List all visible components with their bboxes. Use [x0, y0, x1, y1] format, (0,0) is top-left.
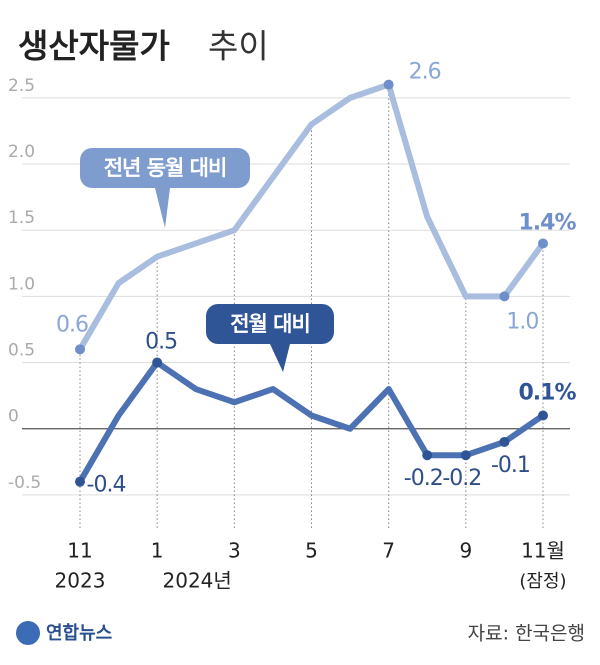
logo: 연합뉴스 [16, 621, 112, 645]
y-tick-label: 2.5 [8, 76, 35, 96]
legend-bubble [80, 148, 250, 188]
data-label: -0.2 [442, 466, 481, 491]
y-tick-label: -0.5 [8, 473, 41, 493]
legend-pointer [155, 188, 170, 228]
data-label: -0.1 [491, 453, 530, 478]
x-tick-label: 11 [67, 539, 92, 563]
y-tick-label: 2.0 [8, 142, 35, 162]
x-tick-label: 1 [151, 539, 164, 563]
x-tick-label: 11월 [521, 539, 565, 563]
point [499, 436, 510, 447]
series-line [77, 81, 546, 351]
point [422, 450, 433, 461]
x-tick-label: 9 [459, 539, 472, 563]
data-label: -0.4 [87, 473, 126, 498]
y-tick-label: 1.5 [8, 208, 35, 228]
point [75, 476, 85, 487]
data-label: 1.0 [506, 309, 538, 334]
chart-subtitle: 추이 [208, 27, 269, 66]
data-label: 2.6 [409, 60, 441, 85]
data-label: 1.4% [518, 210, 576, 235]
point [460, 450, 471, 461]
source: 자료: 한국은행 [468, 623, 585, 645]
legend-label: 전년 동월 대비 [104, 156, 227, 180]
data-label: 0.6 [56, 312, 88, 337]
legend-label: 전월 대비 [230, 312, 310, 336]
data-label: 0.1% [518, 381, 576, 406]
logo-icon [16, 621, 40, 645]
point [383, 79, 394, 90]
y-tick-label: 0 [8, 407, 19, 427]
point [499, 291, 510, 302]
point [538, 238, 548, 249]
x-sublabel: 2024년 [163, 569, 232, 593]
x-tick-label: 3 [228, 539, 241, 563]
legend-item: 전년 동월 대비 [80, 148, 250, 228]
x-tick-label: 5 [305, 539, 318, 563]
x-tick-label: 7 [382, 539, 395, 563]
y-tick-label: 0.5 [8, 341, 35, 361]
data-label: 0.5 [145, 330, 177, 355]
legend-item: 전월 대비 [206, 304, 334, 372]
x-sublabel: (잠정) [519, 571, 566, 592]
chart-title: 생산자물가 [18, 27, 170, 66]
point [75, 344, 85, 355]
x-sublabel: 2023 [55, 569, 106, 593]
data-label: -0.2 [404, 466, 443, 491]
logo-text: 연합뉴스 [46, 622, 112, 644]
point [152, 357, 163, 368]
legend-bubble [206, 304, 334, 344]
y-tick-label: 1.0 [8, 274, 35, 294]
point [538, 410, 548, 421]
legend-pointer [270, 344, 290, 372]
